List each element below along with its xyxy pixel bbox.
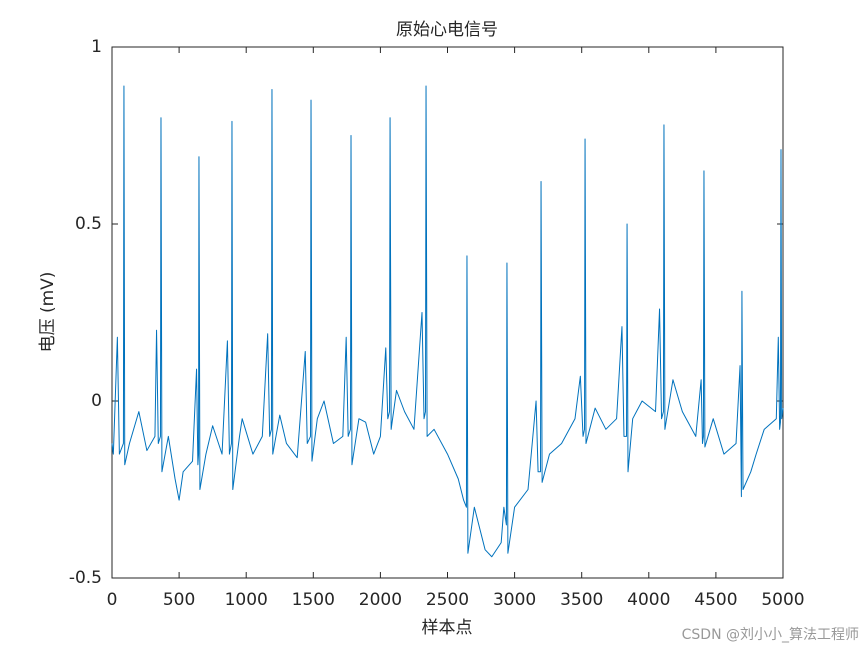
y-tick-label: -0.5	[69, 568, 102, 588]
y-tick-label: 1	[91, 37, 102, 57]
x-tick-label: 4500	[694, 590, 737, 610]
x-tick-label: 3000	[493, 590, 536, 610]
x-tick-label: 1500	[292, 590, 335, 610]
x-axis-label: 样本点	[422, 618, 473, 638]
x-tick-label: 2000	[359, 590, 402, 610]
x-tick-label: 3500	[560, 590, 603, 610]
y-tick-label: 0.5	[75, 214, 102, 234]
y-axis-label: 电压 (mV)	[38, 272, 58, 353]
chart-title: 原始心电信号	[396, 20, 498, 40]
x-tick-label: 500	[163, 590, 195, 610]
plot-frame	[111, 46, 784, 579]
signal-line	[111, 85, 784, 558]
x-tick-label: 1000	[225, 590, 268, 610]
watermark: CSDN @刘小小_算法工程师	[682, 627, 859, 643]
x-tick-label: 4000	[627, 590, 670, 610]
y-tick-label: 0	[91, 391, 102, 411]
x-tick-label: 5000	[761, 590, 804, 610]
x-tick-label: 2500	[426, 590, 469, 610]
x-tick-label: 0	[107, 590, 118, 610]
